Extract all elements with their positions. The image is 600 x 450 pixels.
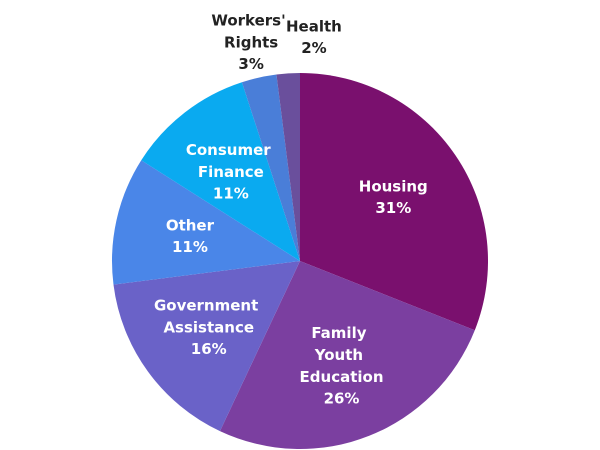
slice-label: Government Assistance	[154, 296, 264, 336]
slice-label: Housing	[359, 177, 428, 195]
pie-slice	[113, 261, 300, 432]
pie-slice	[219, 261, 475, 449]
pie-slice	[300, 73, 488, 331]
slice-label-line: Housing	[359, 177, 428, 195]
slice-label: Consumer Finance	[186, 140, 276, 180]
pie-slice	[141, 82, 300, 261]
slice-label-line: Government	[154, 296, 264, 314]
slice-label-line: Finance	[198, 162, 264, 180]
pie-slice	[241, 74, 300, 261]
slice-label-line: Rights	[224, 33, 278, 51]
pie-slice	[276, 73, 300, 261]
value-label: 3%	[238, 55, 263, 73]
slice-label-line: Consumer	[186, 140, 276, 158]
slice-label: Other	[166, 216, 215, 234]
slice-label-line: Family	[311, 323, 371, 341]
slice-label-line: Assistance	[163, 318, 254, 336]
slice-label-line: Youth	[314, 345, 369, 363]
value-label: 11%	[172, 238, 208, 256]
value-label: 26%	[324, 389, 360, 407]
slice-label-line: Other	[166, 216, 215, 234]
slice-label-line: Education	[300, 367, 384, 385]
value-label: 31%	[375, 199, 411, 217]
slice-label: Workers' Rights	[211, 11, 291, 51]
pie-slice	[112, 160, 300, 285]
slice-label-line: Workers'	[211, 11, 291, 29]
slice-label: Health	[286, 17, 342, 35]
slice-label-line: Health	[286, 17, 342, 35]
value-label: 16%	[191, 340, 227, 358]
value-label: 11%	[213, 184, 249, 202]
value-label: 2%	[301, 39, 326, 57]
slice-label: Family Youth Education	[300, 323, 384, 385]
